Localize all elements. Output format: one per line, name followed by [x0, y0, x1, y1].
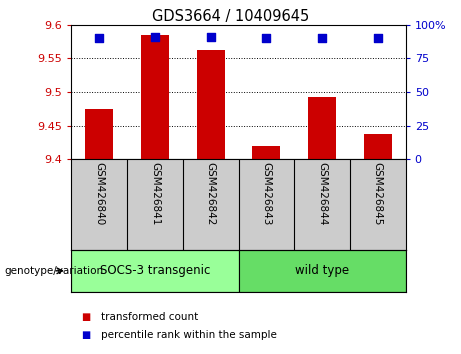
Text: GSM426845: GSM426845	[373, 162, 383, 225]
Text: GSM426840: GSM426840	[95, 162, 104, 225]
Bar	[364, 134, 392, 159]
Bar	[308, 97, 336, 159]
Point	[319, 35, 326, 41]
Bar	[71, 250, 239, 292]
Point	[95, 35, 103, 41]
Text: wild type: wild type	[295, 264, 349, 277]
Text: percentile rank within the sample: percentile rank within the sample	[101, 330, 278, 339]
Text: ■: ■	[81, 312, 90, 322]
Point	[263, 35, 270, 41]
Bar	[141, 35, 169, 159]
Point	[374, 35, 382, 41]
Text: SOCS-3 transgenic: SOCS-3 transgenic	[100, 264, 210, 277]
Text: GSM426843: GSM426843	[261, 162, 272, 225]
Point	[207, 34, 214, 40]
Text: GSM426844: GSM426844	[317, 162, 327, 225]
Text: ■: ■	[81, 330, 90, 339]
Text: GDS3664 / 10409645: GDS3664 / 10409645	[152, 9, 309, 24]
Text: GSM426841: GSM426841	[150, 162, 160, 225]
Bar	[253, 146, 280, 159]
Bar	[85, 109, 113, 159]
Bar	[238, 250, 406, 292]
Point	[151, 34, 159, 40]
Bar	[197, 50, 225, 159]
Text: transformed count: transformed count	[101, 312, 199, 322]
Text: GSM426842: GSM426842	[206, 162, 216, 225]
Text: genotype/variation: genotype/variation	[5, 266, 104, 276]
